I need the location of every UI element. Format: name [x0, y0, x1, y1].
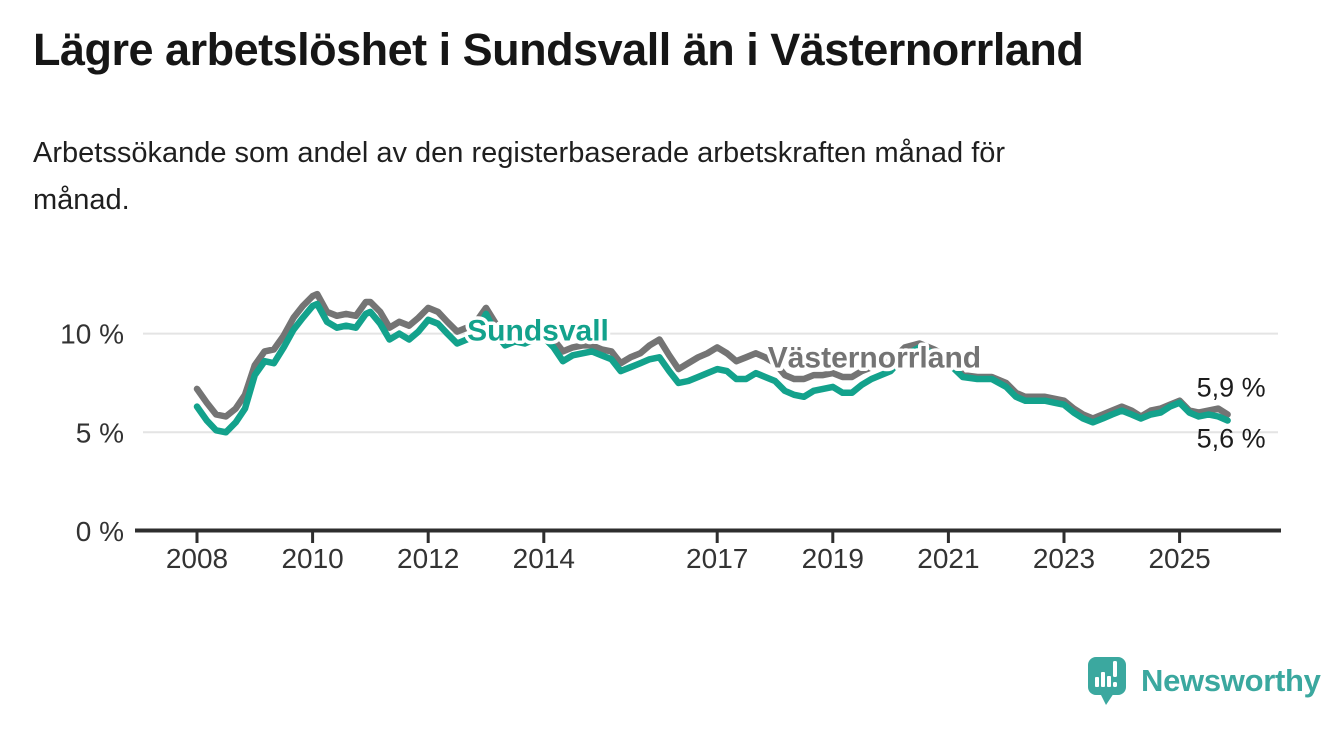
series-label-vsternorrland: Västernorrland — [768, 341, 981, 374]
y-tick-label: 0 % — [76, 516, 124, 547]
chart-subtitle: Arbetssökande som andel av den registerb… — [33, 130, 1005, 224]
brand-footer: Newsworthy — [1087, 656, 1321, 706]
brand-name: Newsworthy — [1141, 663, 1321, 698]
end-value-label-sundsvall: 5,6 % — [1197, 423, 1266, 453]
y-tick-label: 5 % — [76, 417, 124, 448]
chart-subtitle-line-2: månad. — [33, 183, 130, 216]
x-tick-label: 2014 — [513, 543, 575, 574]
series-path-vsternorrland — [193, 290, 1231, 422]
newsworthy-logo-icon — [1088, 657, 1126, 705]
chart-title: Lägre arbetslöshet i Sundsvall än i Väst… — [33, 24, 1084, 75]
x-tick-label: 2019 — [802, 543, 864, 574]
x-tick-label: 2008 — [166, 543, 228, 574]
x-tick-label: 2017 — [686, 543, 748, 574]
end-value-label-vsternorrland: 5,9 % — [1197, 373, 1266, 403]
series-label-sundsvall: Sundsvall — [467, 315, 609, 348]
x-tick-label: 2021 — [917, 543, 979, 574]
x-tick-label: 2023 — [1033, 543, 1095, 574]
series-path-sundsvall — [193, 300, 1231, 436]
x-tick-label: 2025 — [1148, 543, 1210, 574]
chart-subtitle-line-1: Arbetssökande som andel av den registerb… — [33, 137, 1006, 169]
x-tick-label: 2012 — [397, 543, 459, 574]
x-tick-label: 2010 — [281, 543, 343, 574]
y-tick-label: 10 % — [60, 319, 124, 350]
